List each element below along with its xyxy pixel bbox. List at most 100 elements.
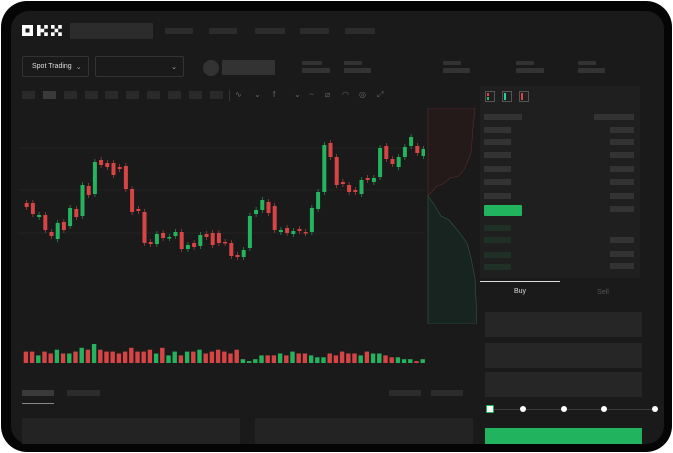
timeframe-button[interactable] — [126, 91, 139, 99]
bid-amount[interactable] — [610, 251, 634, 257]
camera-icon[interactable]: ◠ — [342, 90, 349, 99]
slider-stop-50[interactable] — [561, 406, 567, 412]
orderbook-bids-icon[interactable] — [502, 91, 512, 102]
bid-price[interactable] — [484, 264, 511, 270]
bid-price[interactable] — [484, 225, 511, 231]
ask-amount[interactable] — [610, 166, 634, 172]
candle[interactable] — [185, 245, 190, 249]
nav-item[interactable] — [255, 28, 285, 34]
bid-amount[interactable] — [610, 237, 634, 243]
candle[interactable] — [272, 206, 277, 230]
candle[interactable] — [415, 146, 420, 153]
leverage-slider-track[interactable] — [489, 408, 655, 410]
candle[interactable] — [347, 185, 352, 192]
candle[interactable] — [204, 234, 209, 237]
candle[interactable] — [92, 162, 97, 194]
candle[interactable] — [74, 209, 79, 217]
candle[interactable] — [235, 255, 240, 257]
chevron-down-icon[interactable]: ⌄ — [294, 90, 301, 99]
candle[interactable] — [192, 243, 197, 247]
candle[interactable] — [105, 163, 110, 167]
spot-trading-dropdown[interactable]: Spot Trading ⌄ — [22, 56, 89, 77]
candle[interactable] — [396, 157, 401, 167]
candle[interactable] — [340, 182, 345, 184]
candle[interactable] — [390, 159, 395, 164]
buy-button[interactable] — [485, 428, 642, 444]
candle[interactable] — [37, 215, 42, 217]
order-history-tab[interactable] — [67, 390, 100, 396]
ask-price[interactable] — [484, 179, 511, 185]
timeframe-button[interactable] — [210, 91, 223, 99]
fullscreen-icon[interactable]: ⤢ — [377, 90, 384, 99]
orderbook-asks-icon[interactable] — [519, 91, 529, 102]
nav-item[interactable] — [209, 28, 237, 34]
candle[interactable] — [334, 157, 339, 185]
candle[interactable] — [266, 202, 271, 213]
candle[interactable] — [402, 147, 407, 157]
candle[interactable] — [216, 233, 221, 243]
candle[interactable] — [359, 180, 364, 194]
ruler-icon[interactable]: ⧄ — [325, 90, 331, 99]
slider-stop-25[interactable] — [520, 406, 526, 412]
candle[interactable] — [55, 223, 60, 239]
filter-button[interactable] — [431, 390, 463, 396]
candle[interactable] — [30, 203, 35, 214]
nav-item[interactable] — [165, 28, 193, 34]
candle[interactable] — [291, 231, 296, 234]
filter-button[interactable] — [389, 390, 421, 396]
nav-item[interactable] — [345, 28, 375, 34]
candle[interactable] — [378, 148, 383, 177]
candle[interactable] — [111, 163, 116, 175]
orderbook-view-toggles[interactable] — [485, 91, 531, 102]
ask-amount[interactable] — [610, 193, 634, 199]
candle[interactable] — [86, 186, 91, 195]
candle[interactable] — [198, 235, 203, 246]
ask-price[interactable] — [484, 139, 511, 145]
candle[interactable] — [303, 232, 308, 234]
candle[interactable] — [241, 250, 246, 257]
bid-price[interactable] — [484, 252, 511, 258]
leverage-slider-handle[interactable] — [486, 405, 494, 413]
candle[interactable] — [229, 243, 234, 256]
timeframe-button[interactable] — [105, 91, 118, 99]
candle[interactable] — [167, 237, 172, 239]
candle[interactable] — [297, 229, 302, 231]
candle[interactable] — [43, 215, 48, 230]
chevron-down-icon[interactable]: ⌄ — [254, 90, 261, 99]
settings-icon[interactable]: ◎ — [359, 90, 366, 99]
candle-type-icon[interactable]: ∿ — [235, 90, 242, 99]
candle[interactable] — [365, 178, 370, 180]
bid-amount[interactable] — [610, 263, 634, 269]
ask-amount[interactable] — [610, 179, 634, 185]
timeframe-button[interactable] — [168, 91, 181, 99]
candle[interactable] — [409, 137, 414, 146]
ask-price[interactable] — [484, 193, 511, 199]
candle[interactable] — [154, 234, 159, 244]
candle[interactable] — [49, 232, 54, 236]
amount-input[interactable] — [485, 343, 642, 368]
orderbook-both-icon[interactable] — [485, 91, 495, 102]
candle[interactable] — [99, 160, 104, 165]
candle[interactable] — [322, 145, 327, 192]
ask-price[interactable] — [484, 152, 511, 158]
candlestick-chart[interactable] — [0, 0, 425, 380]
ask-price[interactable] — [484, 166, 511, 172]
ask-amount[interactable] — [610, 152, 634, 158]
sell-tab[interactable]: Sell — [597, 289, 609, 296]
candle[interactable] — [136, 209, 141, 211]
candle[interactable] — [142, 212, 147, 243]
candle[interactable] — [421, 149, 426, 156]
candle[interactable] — [179, 232, 184, 249]
candle[interactable] — [61, 222, 66, 230]
buy-tab[interactable]: Buy — [513, 288, 527, 295]
pair-dropdown[interactable]: ⌄ — [95, 56, 184, 77]
candle[interactable] — [130, 189, 135, 212]
candle[interactable] — [161, 233, 166, 238]
candle[interactable] — [285, 228, 290, 233]
timeframe-button[interactable] — [147, 91, 160, 99]
candle[interactable] — [173, 232, 178, 236]
candle[interactable] — [260, 200, 265, 210]
candle[interactable] — [148, 242, 153, 244]
candle[interactable] — [353, 190, 358, 192]
candle[interactable] — [371, 178, 376, 182]
